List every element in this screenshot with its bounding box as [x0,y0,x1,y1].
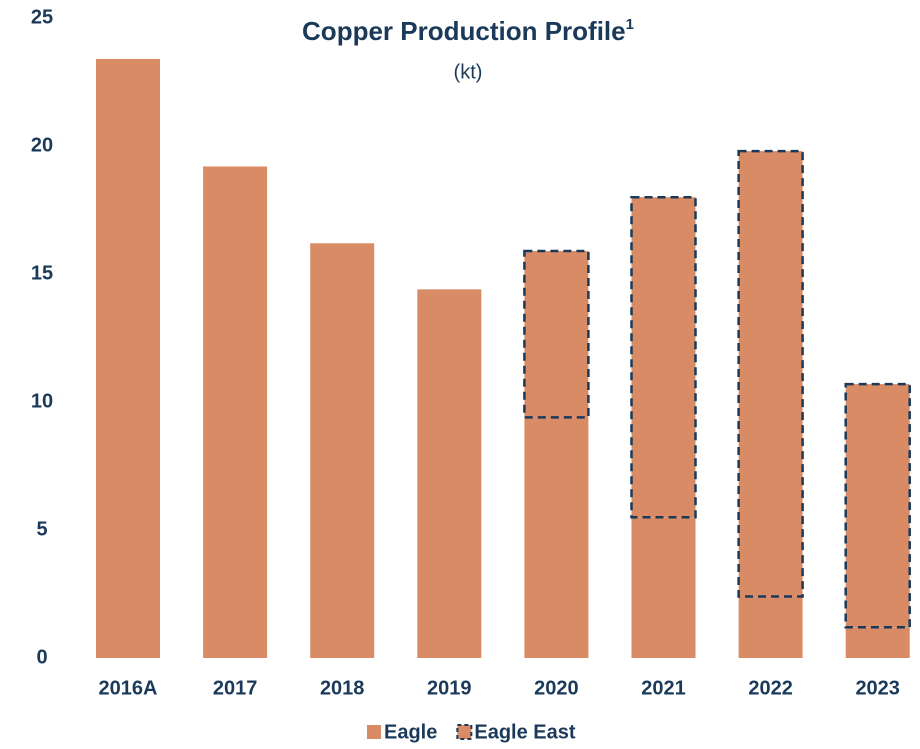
y-tick-label: 25 [31,6,53,28]
bar [203,166,268,659]
chart-title: Copper Production Profile1 [302,16,634,46]
x-tick-label: 2020 [534,677,579,699]
bar [844,382,911,629]
y-tick-label: 15 [31,262,53,284]
bar [524,417,589,658]
title-text: Copper Production Profile [302,16,626,46]
x-tick-label: 2019 [427,677,472,699]
bar [310,243,375,658]
y-tick-label: 5 [36,518,47,540]
legend-label: Eagle East [474,721,576,743]
title-superscript: 1 [626,16,634,33]
legend-label: Eagle [384,721,437,743]
x-tick-label: 2016A [99,677,158,699]
x-tick-label: 2021 [641,677,686,699]
x-tick-label: 2017 [213,677,258,699]
bar [737,149,804,598]
y-tick-label: 20 [31,134,53,156]
legend-swatch [367,725,381,739]
bar [630,195,697,519]
y-tick-label: 0 [36,646,47,668]
bar [523,249,590,419]
bar [845,627,910,658]
legend-swatch [456,724,473,740]
chart-subtitle: (kt) [454,61,483,83]
bar [738,596,803,658]
x-tick-label: 2018 [320,677,365,699]
x-tick-label: 2023 [855,677,900,699]
y-tick-label: 10 [31,390,53,412]
bar [417,289,482,658]
x-tick-label: 2022 [748,677,793,699]
bar [631,517,696,658]
bar [96,58,160,658]
